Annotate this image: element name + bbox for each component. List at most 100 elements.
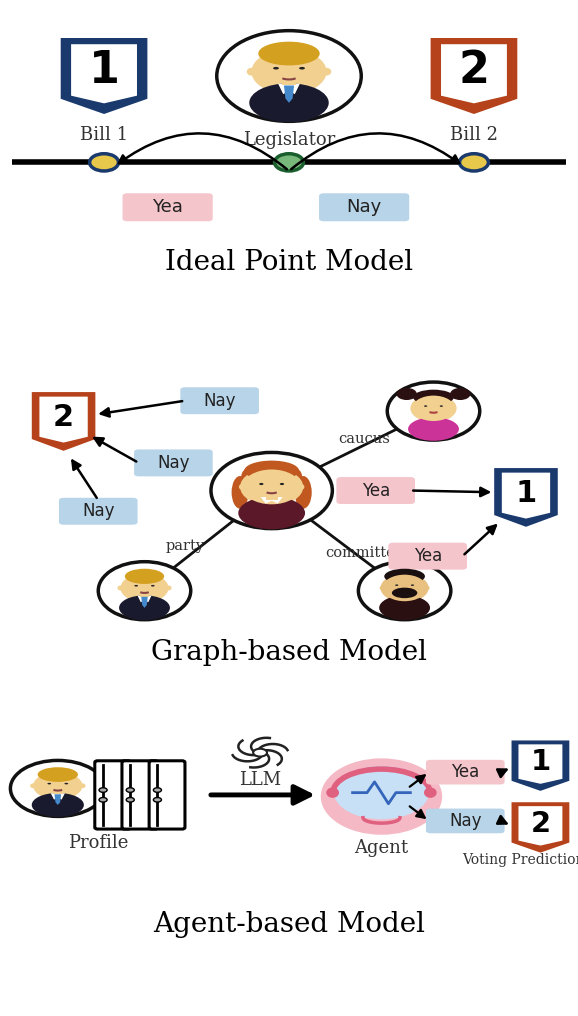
Ellipse shape — [392, 587, 417, 598]
Ellipse shape — [247, 68, 256, 75]
Text: Yea: Yea — [152, 198, 183, 216]
Text: Yea: Yea — [362, 482, 390, 500]
Text: Nay: Nay — [203, 392, 236, 409]
Ellipse shape — [32, 792, 84, 817]
Polygon shape — [400, 595, 409, 599]
Polygon shape — [54, 795, 61, 805]
Polygon shape — [71, 45, 137, 104]
Text: Agent: Agent — [354, 839, 409, 856]
Circle shape — [410, 394, 457, 422]
Ellipse shape — [79, 783, 86, 788]
Circle shape — [380, 574, 429, 602]
Ellipse shape — [134, 585, 138, 586]
Ellipse shape — [424, 585, 429, 590]
Text: committee: committee — [325, 546, 403, 560]
Polygon shape — [141, 596, 148, 608]
Circle shape — [120, 574, 169, 602]
Text: Ideal Point Model: Ideal Point Model — [165, 249, 413, 276]
FancyBboxPatch shape — [426, 760, 505, 784]
Ellipse shape — [411, 584, 414, 586]
Ellipse shape — [322, 68, 331, 75]
Text: 2: 2 — [53, 402, 74, 432]
Ellipse shape — [397, 588, 413, 591]
Ellipse shape — [297, 484, 305, 490]
Ellipse shape — [387, 382, 480, 440]
Ellipse shape — [125, 569, 164, 584]
Ellipse shape — [98, 562, 191, 620]
Text: LLM: LLM — [239, 770, 281, 788]
Circle shape — [460, 153, 488, 171]
Ellipse shape — [395, 584, 398, 586]
Polygon shape — [518, 806, 562, 845]
Text: 1: 1 — [88, 49, 120, 92]
Circle shape — [33, 772, 83, 800]
Polygon shape — [53, 792, 62, 795]
Text: 2: 2 — [458, 49, 490, 92]
Polygon shape — [39, 396, 88, 443]
Polygon shape — [431, 38, 517, 114]
Circle shape — [383, 575, 427, 601]
Ellipse shape — [244, 460, 299, 481]
Ellipse shape — [299, 67, 305, 69]
FancyBboxPatch shape — [134, 449, 213, 477]
FancyBboxPatch shape — [123, 193, 213, 221]
Circle shape — [450, 388, 470, 400]
Ellipse shape — [273, 67, 279, 69]
Polygon shape — [138, 595, 151, 602]
FancyBboxPatch shape — [426, 809, 505, 833]
Text: Nay: Nay — [82, 502, 114, 520]
Polygon shape — [140, 594, 149, 596]
Circle shape — [397, 388, 417, 400]
Polygon shape — [284, 85, 294, 103]
Text: 1: 1 — [516, 479, 536, 508]
Text: Bill 2: Bill 2 — [450, 126, 498, 144]
Ellipse shape — [326, 787, 339, 798]
Text: Legislator: Legislator — [243, 131, 335, 148]
FancyBboxPatch shape — [319, 193, 409, 221]
Text: Yea: Yea — [451, 763, 479, 781]
Polygon shape — [429, 415, 438, 419]
Circle shape — [126, 787, 134, 792]
Polygon shape — [51, 793, 65, 800]
Text: Nay: Nay — [347, 198, 381, 216]
Ellipse shape — [64, 782, 68, 784]
Ellipse shape — [117, 585, 124, 590]
Circle shape — [412, 395, 455, 421]
Ellipse shape — [280, 483, 284, 485]
Text: caucus: caucus — [338, 432, 390, 446]
Polygon shape — [261, 497, 283, 504]
Text: Voting Prediction: Voting Prediction — [462, 853, 578, 868]
Ellipse shape — [47, 782, 51, 784]
FancyBboxPatch shape — [122, 761, 158, 829]
Text: party: party — [165, 538, 205, 553]
Text: Yea: Yea — [414, 548, 442, 565]
Ellipse shape — [232, 477, 249, 509]
FancyBboxPatch shape — [388, 543, 467, 570]
Ellipse shape — [295, 477, 312, 509]
Text: Bill 1: Bill 1 — [80, 126, 128, 144]
Ellipse shape — [384, 569, 425, 584]
Polygon shape — [266, 496, 278, 500]
Ellipse shape — [321, 758, 442, 835]
FancyBboxPatch shape — [95, 761, 131, 829]
Circle shape — [251, 49, 327, 94]
Polygon shape — [278, 83, 300, 94]
Circle shape — [240, 468, 303, 506]
FancyBboxPatch shape — [59, 498, 138, 524]
Polygon shape — [502, 472, 550, 518]
Ellipse shape — [217, 30, 361, 121]
Ellipse shape — [440, 405, 443, 406]
Ellipse shape — [165, 585, 172, 590]
FancyBboxPatch shape — [336, 478, 415, 504]
Polygon shape — [494, 468, 558, 526]
Text: Nay: Nay — [157, 454, 190, 471]
Polygon shape — [61, 38, 147, 114]
FancyBboxPatch shape — [180, 387, 259, 415]
FancyBboxPatch shape — [149, 761, 185, 829]
Circle shape — [275, 153, 303, 171]
Circle shape — [153, 787, 161, 792]
Circle shape — [126, 798, 134, 802]
Ellipse shape — [413, 390, 454, 404]
Ellipse shape — [424, 787, 437, 798]
Ellipse shape — [259, 483, 264, 485]
